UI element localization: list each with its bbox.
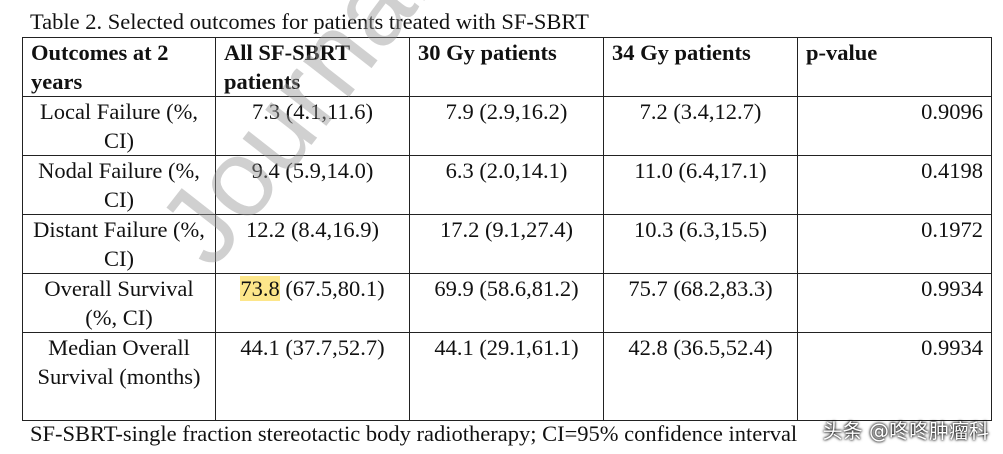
cell-p-value: 0.9096 xyxy=(797,96,992,156)
cell-p-value: 0.9934 xyxy=(797,273,992,333)
table-footnote: SF-SBRT-single fraction stereotactic bod… xyxy=(30,421,798,446)
cell-30gy: 6.3 (2.0,14.1) xyxy=(409,155,604,215)
row-label: Nodal Failure (%, CI) xyxy=(22,155,216,215)
cell-30gy: 17.2 (9.1,27.4) xyxy=(409,214,604,274)
header-all-patients: All SF-SBRT patients xyxy=(215,37,410,97)
cell-all: 7.3 (4.1,11.6) xyxy=(215,96,410,156)
header-30gy: 30 Gy patients xyxy=(409,37,604,97)
table-row: Median Overall Survival (months) 44.1 (3… xyxy=(22,332,992,421)
cell-30gy: 69.9 (58.6,81.2) xyxy=(409,273,604,333)
cell-p-value: 0.4198 xyxy=(797,155,992,215)
table-caption: Table 2. Selected outcomes for patients … xyxy=(30,9,589,34)
row-label: Median Overall Survival (months) xyxy=(22,332,216,421)
table-row: Distant Failure (%, CI) 12.2 (8.4,16.9) … xyxy=(22,214,992,274)
header-p-value: p-value xyxy=(797,37,992,97)
cell-all: 12.2 (8.4,16.9) xyxy=(215,214,410,274)
highlighted-value: 73.8 xyxy=(240,276,280,301)
header-34gy: 34 Gy patients xyxy=(603,37,798,97)
source-tag: 头条 @咚咚肿瘤科 xyxy=(822,419,989,443)
cell-34gy: 42.8 (36.5,52.4) xyxy=(603,332,798,421)
cell-30gy: 7.9 (2.9,16.2) xyxy=(409,96,604,156)
cell-p-value: 0.1972 xyxy=(797,214,992,274)
cell-all: 73.8 (67.5,80.1) xyxy=(215,273,410,333)
cell-34gy: 10.3 (6.3,15.5) xyxy=(603,214,798,274)
header-outcomes: Outcomes at 2 years xyxy=(22,37,216,97)
cell-all-ci: (67.5,80.1) xyxy=(279,276,385,301)
row-label: Distant Failure (%, CI) xyxy=(22,214,216,274)
row-label: Local Failure (%, CI) xyxy=(22,96,216,156)
table-row: Nodal Failure (%, CI) 9.4 (5.9,14.0) 6.3… xyxy=(22,155,992,215)
header-row: Outcomes at 2 years All SF-SBRT patients… xyxy=(22,37,992,97)
cell-34gy: 75.7 (68.2,83.3) xyxy=(603,273,798,333)
cell-34gy: 11.0 (6.4,17.1) xyxy=(603,155,798,215)
cell-34gy: 7.2 (3.4,12.7) xyxy=(603,96,798,156)
row-label: Overall Survival (%, CI) xyxy=(22,273,216,333)
cell-30gy: 44.1 (29.1,61.1) xyxy=(409,332,604,421)
table-row: Overall Survival (%, CI) 73.8 (67.5,80.1… xyxy=(22,273,992,333)
cell-p-value: 0.9934 xyxy=(797,332,992,421)
cell-all: 9.4 (5.9,14.0) xyxy=(215,155,410,215)
table-row: Local Failure (%, CI) 7.3 (4.1,11.6) 7.9… xyxy=(22,96,992,156)
cell-all: 44.1 (37.7,52.7) xyxy=(215,332,410,421)
outcomes-table: Outcomes at 2 years All SF-SBRT patients… xyxy=(22,37,992,421)
